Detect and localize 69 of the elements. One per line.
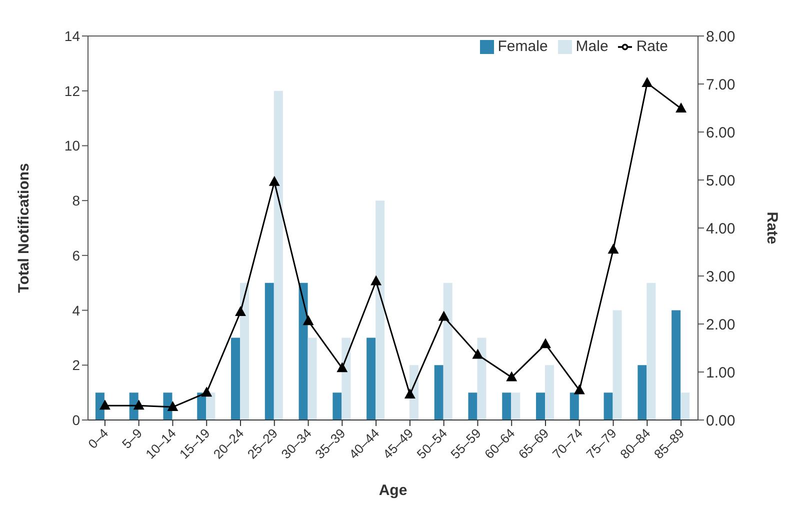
point bbox=[574, 384, 585, 394]
y2-tick-label: 2.00 bbox=[706, 316, 736, 334]
legend-label: Male bbox=[576, 38, 608, 55]
point bbox=[302, 315, 314, 326]
bar bbox=[477, 338, 486, 420]
y2-tick-label: 8.00 bbox=[706, 28, 736, 46]
y2-tick-label: 4.00 bbox=[706, 220, 736, 238]
y-tick-label: 6 bbox=[72, 247, 80, 264]
point bbox=[506, 371, 518, 382]
y2-tick-label: 5.00 bbox=[706, 172, 736, 190]
bar bbox=[672, 310, 681, 420]
point bbox=[201, 386, 212, 397]
y-tick-label: 2 bbox=[72, 357, 80, 374]
x-axis-title: Age bbox=[378, 482, 408, 499]
point bbox=[268, 176, 280, 186]
bar bbox=[264, 282, 274, 420]
y2-tick-label: 0.00 bbox=[706, 412, 736, 430]
bar bbox=[536, 392, 546, 420]
y2-tick-label: 1.00 bbox=[706, 364, 736, 382]
bar bbox=[332, 392, 342, 420]
bar bbox=[511, 392, 520, 420]
point bbox=[540, 338, 551, 348]
y-axis-title: Total Notifications bbox=[15, 163, 32, 293]
x-tick-label: 5–9 bbox=[119, 426, 145, 452]
y-tick-label: 12 bbox=[64, 82, 80, 99]
bar bbox=[468, 392, 478, 420]
y-tick-label: 14 bbox=[64, 28, 80, 44]
bar bbox=[545, 365, 554, 420]
bar bbox=[231, 338, 240, 420]
point bbox=[438, 310, 450, 321]
point bbox=[404, 388, 416, 399]
bar bbox=[342, 338, 351, 420]
y-tick-label: 4 bbox=[72, 302, 80, 318]
point bbox=[370, 275, 382, 286]
bar bbox=[274, 90, 283, 420]
bar bbox=[240, 282, 250, 420]
point bbox=[642, 77, 653, 88]
bar bbox=[570, 392, 579, 420]
y2-axis-title: Rate bbox=[764, 212, 781, 244]
bar bbox=[604, 392, 613, 420]
point bbox=[336, 362, 348, 372]
bar bbox=[680, 392, 690, 420]
bar bbox=[434, 365, 444, 420]
y2-tick-label: 3.00 bbox=[706, 268, 736, 286]
point bbox=[235, 306, 246, 316]
y-tick-label: 8 bbox=[72, 192, 80, 209]
point bbox=[472, 348, 484, 359]
point bbox=[133, 400, 144, 410]
point bbox=[99, 400, 110, 410]
legend-label: Rate bbox=[636, 38, 668, 55]
x-tick-label: 0–4 bbox=[85, 426, 112, 452]
bar bbox=[366, 338, 376, 420]
bar bbox=[443, 282, 452, 420]
bar bbox=[646, 282, 656, 420]
y2-tick-label: 7.00 bbox=[706, 76, 736, 94]
point bbox=[608, 244, 619, 254]
bar bbox=[502, 392, 512, 420]
bar bbox=[308, 338, 317, 420]
bar bbox=[638, 365, 647, 420]
bar bbox=[298, 282, 308, 420]
bar bbox=[206, 392, 216, 420]
y-tick-label: 10 bbox=[64, 138, 80, 154]
bar bbox=[376, 200, 385, 420]
bar bbox=[612, 310, 622, 420]
point bbox=[167, 401, 178, 412]
legend-label: Female bbox=[498, 38, 548, 55]
point bbox=[676, 102, 687, 112]
y2-tick-label: 6.00 bbox=[706, 124, 736, 142]
y-tick-label: 0 bbox=[72, 412, 80, 428]
